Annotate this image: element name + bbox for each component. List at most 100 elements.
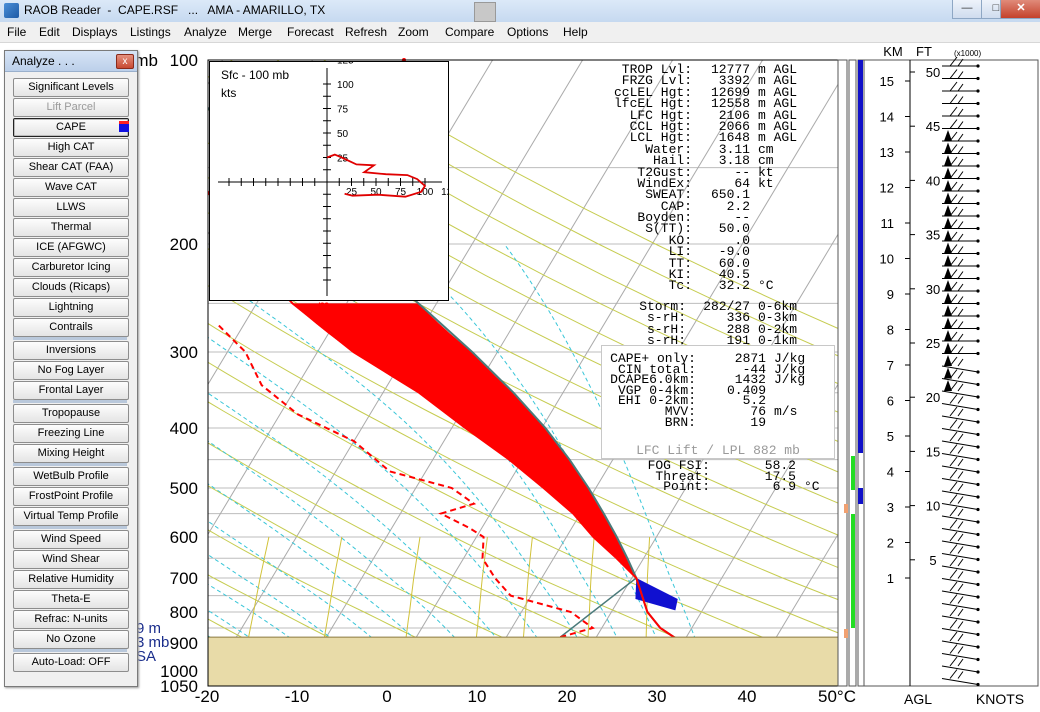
wind-barb-feather — [949, 119, 958, 129]
menu-displays[interactable]: Displays — [72, 25, 118, 39]
wind-barb-dot — [976, 151, 980, 156]
stat-label: WindEx: — [637, 175, 692, 191]
analyze-panel-header: Analyze . . . x — [5, 51, 137, 72]
stat-label: TROP Lvl: — [621, 62, 692, 77]
shear-cat-faa-button[interactable]: Shear CAT (FAA) — [13, 158, 129, 177]
menu-forecast[interactable]: Forecast — [287, 25, 334, 39]
wind-barb-pennant — [944, 155, 952, 166]
wind-barb-dot — [976, 89, 980, 93]
fog-stats: FOG FSI: 58.2 Threat: 17.5 Point: 6.9 °C — [602, 459, 820, 493]
wave-cat-button[interactable]: Wave CAT — [13, 178, 129, 197]
thermal-button[interactable]: Thermal — [13, 218, 129, 237]
stat-unit: m AGL — [758, 130, 798, 146]
wind-barb-feather — [949, 594, 958, 604]
wind-barb-dot — [976, 445, 980, 449]
no-ozone-button[interactable]: No Ozone — [13, 630, 129, 649]
menu-merge[interactable]: Merge — [238, 25, 273, 39]
contrails-button[interactable]: Contrails — [13, 318, 129, 337]
wind-shear-button[interactable]: Wind Shear — [13, 550, 129, 569]
stat-label: BRN: — [664, 414, 696, 430]
green-layer-bar — [851, 514, 855, 628]
wind-barb-feather — [957, 371, 964, 379]
minimize-button[interactable]: — — [952, 0, 982, 19]
wetbulb-profile-button[interactable]: WetBulb Profile — [13, 467, 129, 486]
relative-humidity-button[interactable]: Relative Humidity — [13, 570, 129, 589]
wind-barb-feather — [949, 206, 958, 217]
close-button[interactable]: ✕ — [1000, 0, 1040, 19]
analyze-panel-close-button[interactable]: x — [116, 54, 134, 69]
menu-help[interactable]: Help — [563, 25, 588, 39]
storm-stats: Storm: 282/27 0-6km s-rH: 336 0-3km s-rH: 288 0-… — [600, 300, 797, 348]
wind-barb-staff — [941, 578, 979, 585]
high-cat-button[interactable]: High CAT — [13, 138, 129, 157]
carburetor-icing-button[interactable]: Carburetor Icing — [13, 258, 129, 277]
auto-load-off-button[interactable]: Auto-Load: OFF — [13, 653, 129, 672]
stat-row: T2Gust: -- kt — [596, 165, 797, 178]
menu-edit[interactable]: Edit — [39, 25, 60, 39]
ice-afgwc-button[interactable]: ICE (AFGWC) — [13, 238, 129, 257]
menu-refresh[interactable]: Refresh — [345, 25, 388, 39]
wind-speed-button[interactable]: Wind Speed — [13, 530, 129, 549]
wind-barb-dot — [976, 670, 980, 674]
menu-listings[interactable]: Listings — [130, 25, 171, 39]
wind-barb-feather — [957, 646, 964, 654]
orange-layer-marker — [844, 504, 848, 513]
wind-barb-feather — [957, 346, 964, 354]
stat-value: .0 — [734, 232, 750, 248]
virtual-temp-profile-button[interactable]: Virtual Temp Profile — [13, 507, 129, 526]
clouds-ricaps-button[interactable]: Clouds (Ricaps) — [13, 278, 129, 297]
wind-barb-feather — [949, 81, 958, 92]
refrac-n-units-button[interactable]: Refrac: N-units — [13, 610, 129, 629]
wind-barb-feather — [949, 306, 958, 317]
pressure-label: 900 — [170, 634, 198, 653]
wind-barb-feather — [957, 558, 964, 567]
menu-options[interactable]: Options — [507, 25, 549, 39]
inversions-button[interactable]: Inversions — [13, 341, 129, 360]
wind-barb-dot — [976, 289, 980, 293]
temperature-label: 50°C — [818, 687, 856, 706]
pressure-label: 800 — [170, 603, 198, 622]
menu-compare[interactable]: Compare — [445, 25, 495, 39]
app-icon — [4, 3, 19, 18]
menu-analyze[interactable]: Analyze — [184, 25, 227, 39]
wind-barb-feather — [949, 669, 958, 679]
significant-levels-button[interactable]: Significant Levels — [13, 78, 129, 97]
no-fog-layer-button[interactable]: No Fog Layer — [13, 361, 129, 380]
wind-barb-dot — [976, 139, 980, 143]
menu-file[interactable]: File — [7, 25, 27, 39]
wind-barb-dot — [976, 482, 980, 487]
wind-barb-feather — [949, 581, 958, 592]
km-tick-label: 14 — [880, 110, 894, 125]
wind-barb-feather — [949, 156, 958, 167]
pressure-label: 100 — [170, 51, 198, 70]
stat-unit: cm — [758, 141, 774, 157]
wind-barb-staff — [941, 628, 979, 635]
ft-tick-label: 20 — [926, 390, 940, 405]
wind-barb-feather — [957, 596, 964, 604]
cape-button[interactable]: CAPE — [13, 118, 129, 137]
wind-barb-dot — [976, 164, 980, 168]
lift-parcel-button[interactable]: Lift Parcel — [13, 98, 129, 117]
pressure-label: 200 — [170, 235, 198, 254]
frostpoint-profile-button[interactable]: FrostPoint Profile — [13, 487, 129, 506]
fog-row: Threat: 17.5 — [602, 470, 820, 483]
lightning-button[interactable]: Lightning — [13, 298, 129, 317]
theta-e-button[interactable]: Theta-E — [13, 590, 129, 609]
wind-barb-feather — [957, 133, 964, 142]
stat-row: Boyden: -- — [596, 211, 797, 224]
wind-barb-dot — [976, 176, 980, 181]
llws-button[interactable]: LLWS — [13, 198, 129, 217]
wind-barb-feather — [949, 356, 958, 367]
wind-barb-feather — [949, 444, 958, 454]
tropopause-button[interactable]: Tropopause — [13, 404, 129, 423]
stat-row: SWEAT: 650.1 — [596, 188, 797, 201]
km-tick-label: 13 — [880, 145, 894, 160]
freezing-line-button[interactable]: Freezing Line — [13, 424, 129, 443]
storm-row: s-rH: 336 0-3km — [600, 311, 797, 324]
wind-barb-pennant — [944, 317, 952, 329]
frontal-layer-button[interactable]: Frontal Layer — [13, 381, 129, 400]
wind-barb-pennant — [944, 305, 952, 316]
mixing-height-button[interactable]: Mixing Height — [13, 444, 129, 463]
storm-row: s-rH: 288 0-2km — [600, 323, 797, 336]
menu-zoom[interactable]: Zoom — [398, 25, 429, 39]
